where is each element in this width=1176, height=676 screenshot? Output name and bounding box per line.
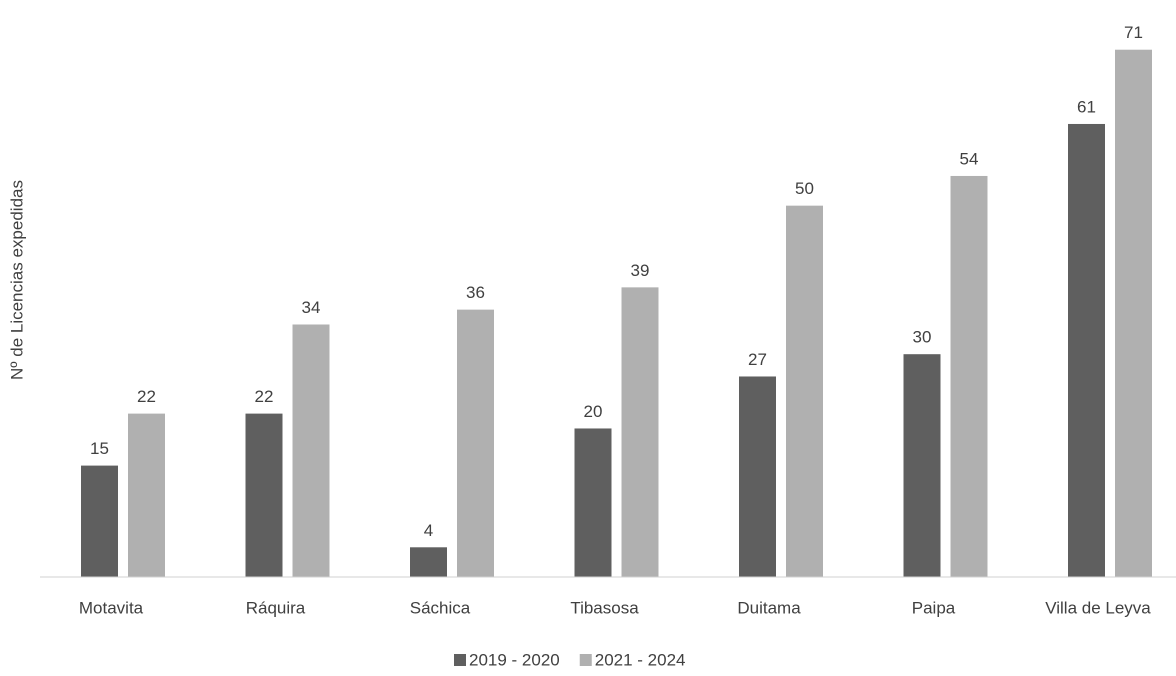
x-tick-label: Ráquira [246, 598, 306, 617]
data-label: 22 [255, 387, 274, 406]
bar [950, 175, 988, 577]
bar [245, 413, 283, 577]
data-label: 39 [631, 261, 650, 280]
data-label: 71 [1124, 23, 1143, 42]
legend-swatch [454, 654, 466, 666]
data-label: 61 [1077, 97, 1096, 116]
data-label: 54 [960, 149, 979, 168]
legend-label: 2019 - 2020 [469, 650, 560, 669]
bar [786, 205, 823, 577]
bar [574, 428, 612, 577]
bar [1068, 123, 1105, 578]
data-label: 36 [466, 283, 485, 302]
x-tick-label: Tibasosa [570, 598, 639, 617]
bar [410, 547, 447, 577]
data-label: 22 [137, 387, 156, 406]
bar [903, 354, 941, 577]
data-label: 50 [795, 179, 814, 198]
bar [621, 287, 659, 577]
legend-label: 2021 - 2024 [595, 650, 686, 669]
data-label: 27 [748, 350, 767, 369]
data-label: 15 [90, 439, 109, 458]
data-label: 4 [424, 521, 433, 540]
x-tick-label: Villa de Leyva [1045, 598, 1151, 617]
bar [292, 324, 330, 577]
y-axis-label: Nº de Licencias expedidas [7, 180, 26, 380]
bar [81, 465, 118, 577]
bar [1115, 49, 1152, 577]
bar [128, 413, 165, 577]
x-tick-label: Duitama [737, 598, 801, 617]
x-tick-label: Sáchica [410, 598, 471, 617]
data-label: 30 [913, 328, 932, 347]
data-label: 34 [302, 298, 321, 317]
data-label: 20 [584, 402, 603, 421]
x-tick-label: Paipa [912, 598, 956, 617]
bar [739, 376, 776, 577]
x-tick-label: Motavita [79, 598, 144, 617]
legend-swatch [579, 654, 592, 666]
bar [457, 309, 494, 577]
